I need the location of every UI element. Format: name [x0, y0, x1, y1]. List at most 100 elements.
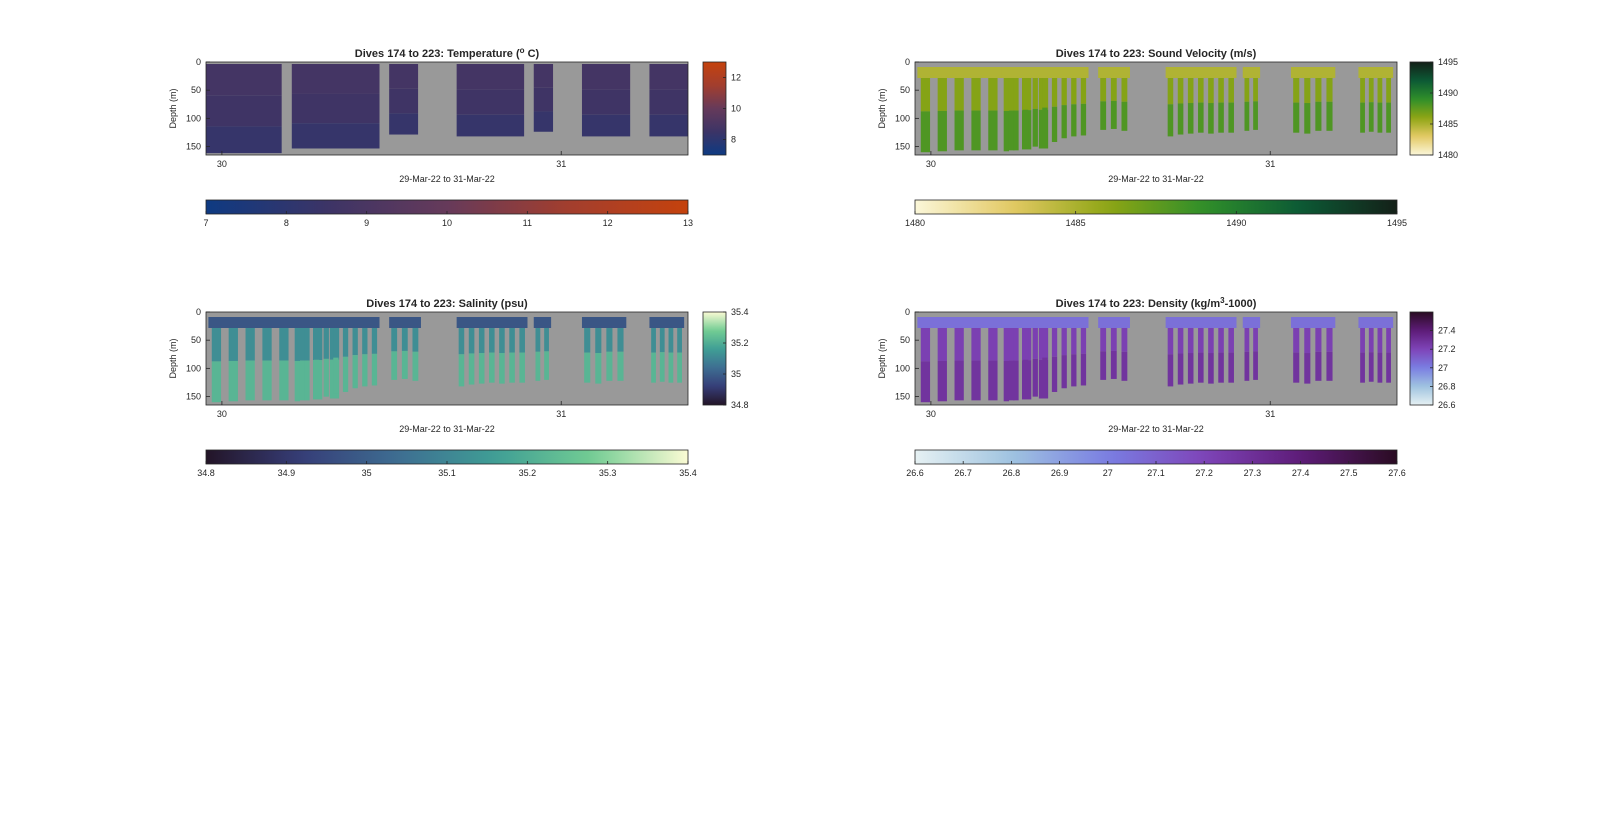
- x-tick-label: 31: [556, 159, 566, 169]
- y-tick-label: 0: [905, 307, 910, 317]
- y-tick-label: 100: [895, 113, 910, 123]
- bottom-colorbar-label: 27.1: [1147, 468, 1165, 478]
- profile-bar: [1198, 102, 1204, 133]
- bottom-colorbar-label: 27.3: [1244, 468, 1262, 478]
- profile-bar: [519, 352, 525, 383]
- bottom-colorbar-label: 10: [442, 218, 452, 228]
- profile-bar: [1100, 78, 1107, 102]
- x-axis-label: 29-Mar-22 to 31-Mar-22: [1108, 424, 1204, 434]
- profile-bar: [313, 359, 320, 399]
- profile-bar: [606, 328, 613, 352]
- profile-bar: [1167, 328, 1174, 355]
- profile-bar: [1187, 103, 1194, 134]
- profile-bar: [1187, 353, 1194, 384]
- x-axis-label: 29-Mar-22 to 31-Mar-22: [399, 174, 495, 184]
- surface-band: [1358, 67, 1394, 78]
- panel-sound_velocity: Dives 174 to 223: Sound Velocity (m/s) 0 5…: [877, 48, 1458, 228]
- profile-bar: [468, 328, 475, 354]
- profile-bar: [1386, 352, 1391, 383]
- profile-bar: [1244, 78, 1250, 102]
- profile-bar: [988, 78, 998, 111]
- profile-bar: [1167, 354, 1174, 387]
- profile-bar: [1315, 351, 1322, 381]
- profile-bar: [412, 351, 419, 381]
- y-tick-label: 50: [191, 335, 201, 345]
- profile-bar: [1022, 328, 1029, 360]
- profile-bar: [1110, 78, 1117, 101]
- profile-bar: [323, 358, 329, 397]
- profile-bar: [458, 354, 465, 387]
- profile-bar: [294, 360, 300, 402]
- profile-bar: [1110, 328, 1117, 351]
- profile-bar: [458, 328, 465, 355]
- profile-bar: [1051, 78, 1058, 107]
- surface-band: [1242, 317, 1261, 328]
- profile-bar: [1326, 101, 1333, 131]
- profile-bar: [1228, 352, 1234, 383]
- x-tick-label: 31: [556, 409, 566, 419]
- profile-bar: [1013, 78, 1019, 111]
- profile-bar: [606, 351, 613, 381]
- bottom-colorbar-label: 27.4: [1292, 468, 1310, 478]
- profile-bar: [1013, 110, 1019, 151]
- profile-bar: [1061, 355, 1067, 389]
- axes-frame: [914, 311, 1398, 406]
- profile-bar: [1218, 352, 1224, 383]
- data-cell: [649, 89, 688, 115]
- profile-bar: [651, 352, 656, 383]
- profile-bar: [323, 328, 329, 359]
- data-cell: [291, 93, 380, 124]
- profile-bar: [1121, 351, 1128, 381]
- surface-band: [917, 317, 1053, 328]
- surface-band: [649, 317, 685, 328]
- bottom-colorbar-label: 35: [362, 468, 372, 478]
- y-tick-label: 150: [186, 392, 201, 402]
- profile-bar: [1377, 328, 1383, 353]
- profile-bar: [1177, 328, 1184, 354]
- x-tick-label: 31: [1265, 409, 1275, 419]
- bottom-colorbar-label: 35.1: [438, 468, 456, 478]
- profile-bar: [1003, 110, 1009, 152]
- surface-band: [389, 317, 421, 328]
- side-colorbar: [1409, 311, 1434, 406]
- profile-bar: [1042, 328, 1048, 358]
- y-tick-label: 100: [186, 113, 201, 123]
- profile-bar: [1042, 107, 1048, 144]
- data-cell: [581, 64, 631, 90]
- bottom-colorbar-label: 27.5: [1340, 468, 1358, 478]
- profile-bar: [1386, 78, 1391, 103]
- profile-bar: [1253, 101, 1258, 130]
- surface-band: [1001, 317, 1089, 328]
- profile-bar: [1368, 328, 1374, 353]
- bottom-colorbar-label: 34.8: [197, 468, 215, 478]
- profile-bar: [519, 328, 525, 353]
- profile-bar: [412, 328, 419, 352]
- side-colorbar: [702, 61, 727, 156]
- profile-bar: [1042, 78, 1048, 108]
- profile-bar: [988, 110, 998, 151]
- profile-bar: [1032, 358, 1038, 397]
- data-cell: [291, 64, 380, 94]
- profile-bar: [1003, 328, 1009, 361]
- profile-bar: [362, 328, 368, 355]
- profile-bar: [1003, 360, 1009, 402]
- data-cell: [389, 88, 419, 114]
- surface-band: [1098, 67, 1130, 78]
- profile-bar: [1080, 103, 1087, 136]
- profile-bar: [937, 110, 947, 152]
- x-tick-label: 30: [217, 409, 227, 419]
- bottom-colorbar-label: 7: [203, 218, 208, 228]
- profile-bar: [1244, 328, 1250, 352]
- profile-bar: [211, 328, 222, 362]
- profile-bar: [1253, 78, 1258, 102]
- y-tick-label: 0: [196, 57, 201, 67]
- profile-bar: [371, 328, 378, 354]
- profile-bar: [1304, 78, 1311, 104]
- profile-bar: [1110, 350, 1117, 379]
- profile-bar: [1208, 353, 1214, 384]
- profile-bar: [499, 328, 505, 354]
- profile-bar: [1228, 328, 1234, 353]
- profile-bar: [478, 328, 485, 354]
- profile-bar: [988, 360, 998, 401]
